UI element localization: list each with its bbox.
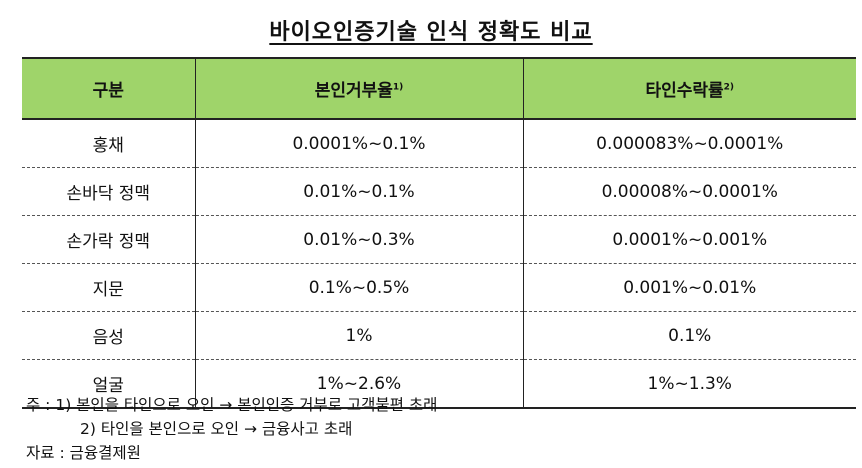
table-row: 손가락 정맥 0.01%~0.3% 0.0001%~0.001% bbox=[22, 215, 856, 264]
cell-category: 홍채 bbox=[22, 119, 195, 168]
cell-category: 손바닥 정맥 bbox=[22, 167, 195, 216]
cell-category: 지문 bbox=[22, 263, 195, 312]
table-row: 음성 1% 0.1% bbox=[22, 311, 856, 360]
cell-far: 0.0001%~0.001% bbox=[522, 215, 856, 264]
source-note: 자료 : 금융결제원 bbox=[26, 444, 141, 462]
cell-far: 1%~1.3% bbox=[522, 359, 856, 409]
cell-category: 얼굴 bbox=[22, 359, 195, 409]
table-row: 홍채 0.0001%~0.1% 0.000083%~0.0001% bbox=[22, 119, 856, 168]
header-category: 구분 bbox=[22, 57, 195, 120]
cell-far: 0.1% bbox=[522, 311, 856, 360]
table-row: 손바닥 정맥 0.01%~0.1% 0.00008%~0.0001% bbox=[22, 167, 856, 216]
accuracy-table: 구분 본인거부율1) 타인수락률2) 홍채 0.0001%~0.1% 0.000… bbox=[22, 57, 856, 409]
table-header-row: 구분 본인거부율1) 타인수락률2) bbox=[22, 57, 856, 120]
title-text: 바이오인증기술 인식 정확도 비교 bbox=[269, 20, 593, 45]
cell-frr: 0.1%~0.5% bbox=[194, 263, 523, 312]
header-false-rejection-rate: 본인거부율1) bbox=[194, 57, 523, 120]
footnotes: 주 : 1) 본인을 타인으로 오인 → 본인인증 거부로 고객불편 초래 2)… bbox=[26, 393, 437, 441]
cell-frr: 0.0001%~0.1% bbox=[194, 119, 523, 168]
footnote-1: 주 : 1) 본인을 타인으로 오인 → 본인인증 거부로 고객불편 초래 bbox=[26, 396, 438, 414]
cell-far: 0.001%~0.01% bbox=[522, 263, 856, 312]
cell-frr: 0.01%~0.3% bbox=[194, 215, 523, 264]
cell-frr: 0.01%~0.1% bbox=[194, 167, 523, 216]
cell-category: 음성 bbox=[22, 311, 195, 360]
table-row: 얼굴 1%~2.6% 1%~1.3% bbox=[22, 359, 856, 409]
cell-frr: 1% bbox=[194, 311, 523, 360]
document-title: 바이오인증기술 인식 정확도 비교 bbox=[0, 14, 862, 46]
table-row: 지문 0.1%~0.5% 0.001%~0.01% bbox=[22, 263, 856, 312]
header-false-acceptance-rate: 타인수락률2) bbox=[522, 57, 856, 120]
cell-far: 0.000083%~0.0001% bbox=[522, 119, 856, 168]
cell-category: 손가락 정맥 bbox=[22, 215, 195, 264]
footnote-2: 2) 타인을 본인으로 오인 → 금융사고 초래 bbox=[80, 420, 353, 438]
cell-far: 0.00008%~0.0001% bbox=[522, 167, 856, 216]
cell-frr: 1%~2.6% bbox=[194, 359, 523, 409]
